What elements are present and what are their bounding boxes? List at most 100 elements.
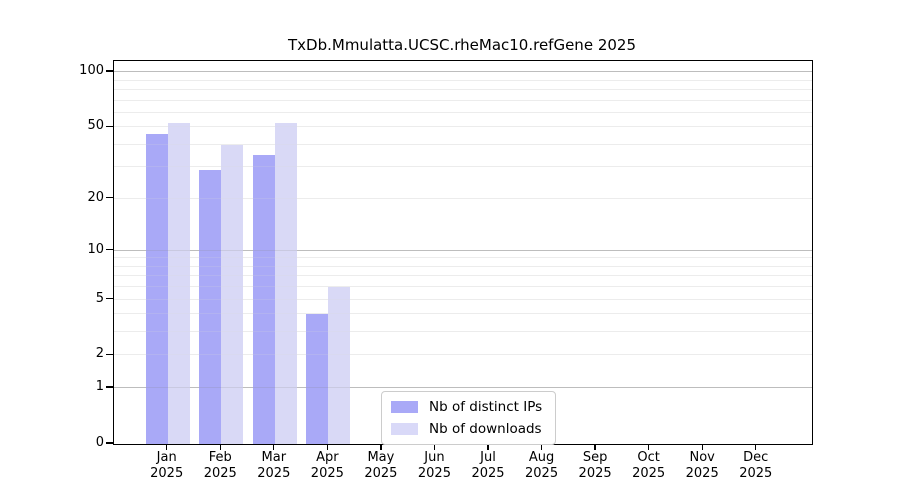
x-tick-mark <box>273 445 275 450</box>
x-tick-mark <box>219 445 221 450</box>
x-tick-mark <box>540 445 543 450</box>
bars-layer <box>114 61 812 444</box>
bar-distinct-ips <box>252 155 275 444</box>
x-tick-year: 2025 <box>525 466 559 481</box>
x-tick-label: Jun 2025 <box>394 450 474 482</box>
gridline-minor <box>114 265 812 267</box>
gridline-minor <box>114 99 812 101</box>
x-tick-mark <box>701 445 703 450</box>
legend-label-distinct-ips: Nb of distinct IPs <box>429 399 543 415</box>
y-tick-label: 10 <box>87 241 104 257</box>
y-tick-label: 20 <box>87 189 104 205</box>
x-tick-mark <box>380 445 382 450</box>
y-tick-mark <box>106 442 113 444</box>
gridline-major <box>114 386 812 389</box>
y-tick-label: 100 <box>79 63 104 79</box>
gridline-minor <box>114 166 812 168</box>
gridline-minor <box>114 257 812 259</box>
gridline-minor <box>114 331 812 333</box>
x-tick-year: 2025 <box>150 466 184 481</box>
x-tick-year: 2025 <box>257 466 291 481</box>
x-tick-mark <box>755 445 757 450</box>
gridline-minor <box>114 79 812 81</box>
gridline-minor <box>114 197 812 199</box>
x-tick-year: 2025 <box>739 466 773 481</box>
bar-downloads <box>328 287 351 444</box>
x-tick-mark <box>326 445 329 450</box>
y-tick-mark <box>106 70 113 72</box>
bar-distinct-ips <box>199 169 222 444</box>
legend-swatch-downloads <box>391 423 418 435</box>
x-tick-year: 2025 <box>632 466 666 481</box>
bar-distinct-ips <box>145 133 168 444</box>
x-tick-month: Sep <box>582 450 608 465</box>
legend-label-downloads: Nb of downloads <box>429 421 542 437</box>
legend-swatch-distinct-ips <box>391 401 418 413</box>
x-tick-month: Jul <box>480 450 496 465</box>
chart-title: TxDb.Mmulatta.UCSC.rheMac10.refGene 2025 <box>288 36 636 54</box>
y-tick-label: 50 <box>87 118 104 134</box>
x-tick-label: Sep 2025 <box>555 450 635 482</box>
x-tick-month: Oct <box>637 450 660 465</box>
x-tick-mark <box>594 445 596 450</box>
plot-area: Nb of distinct IPs Nb of downloads <box>113 60 813 445</box>
x-tick-label: Jan 2025 <box>127 450 207 482</box>
x-tick-month: Nov <box>689 450 715 465</box>
gridline-minor <box>114 126 812 128</box>
x-tick-month: Jun <box>424 450 445 465</box>
gridline-minor <box>114 88 812 90</box>
gridline-minor <box>114 354 812 356</box>
x-tick-label: Mar 2025 <box>234 450 314 482</box>
legend-item-distinct-ips: Nb of distinct IPs <box>391 399 542 415</box>
legend-item-downloads: Nb of downloads <box>391 421 542 437</box>
x-tick-month: Aug <box>528 450 555 465</box>
y-tick-label: 1 <box>95 379 104 395</box>
gridline-major <box>114 70 812 73</box>
x-tick-year: 2025 <box>685 466 719 481</box>
y-tick-mark <box>106 353 113 356</box>
x-tick-month: Mar <box>261 450 287 465</box>
gridline-minor <box>114 313 812 315</box>
gridline-minor <box>114 298 812 300</box>
x-tick-month: Feb <box>208 450 232 465</box>
x-tick-label: Oct 2025 <box>609 450 689 482</box>
x-tick-mark <box>487 445 489 450</box>
x-tick-year: 2025 <box>471 466 505 481</box>
bar-downloads <box>167 122 190 444</box>
legend: Nb of distinct IPs Nb of downloads <box>381 391 557 445</box>
x-tick-month: May <box>367 450 395 465</box>
x-tick-mark <box>647 445 650 450</box>
x-tick-mark <box>166 445 168 450</box>
y-tick-mark <box>106 249 113 251</box>
x-tick-year: 2025 <box>310 466 344 481</box>
x-tick-label: May 2025 <box>341 450 421 482</box>
x-tick-label: Dec 2025 <box>716 450 796 482</box>
x-tick-label: Feb 2025 <box>180 450 260 482</box>
gridline-minor <box>114 111 812 113</box>
bar-downloads <box>274 122 297 444</box>
x-tick-label: Aug 2025 <box>502 450 582 482</box>
y-tick-label: 0 <box>95 435 104 450</box>
y-tick-mark <box>106 386 113 388</box>
y-tick-mark <box>106 297 113 300</box>
x-tick-mark <box>433 445 436 450</box>
x-tick-year: 2025 <box>578 466 612 481</box>
y-tick-label: 2 <box>95 346 104 362</box>
x-tick-year: 2025 <box>417 466 451 481</box>
x-tick-year: 2025 <box>364 466 398 481</box>
x-tick-label: Jul 2025 <box>448 450 528 482</box>
y-tick-label: 5 <box>95 290 104 306</box>
x-tick-month: Jan <box>156 450 177 465</box>
gridline-minor <box>114 275 812 277</box>
x-tick-label: Nov 2025 <box>662 450 742 482</box>
bar-downloads <box>221 144 244 444</box>
x-tick-month: Dec <box>743 450 769 465</box>
y-tick-mark <box>106 125 113 127</box>
x-tick-label: Apr 2025 <box>287 450 367 482</box>
x-tick-month: Apr <box>316 450 339 465</box>
gridline-minor <box>114 143 812 145</box>
x-tick-year: 2025 <box>203 466 237 481</box>
gridlines-layer <box>114 61 812 444</box>
y-tick-mark <box>106 197 113 199</box>
